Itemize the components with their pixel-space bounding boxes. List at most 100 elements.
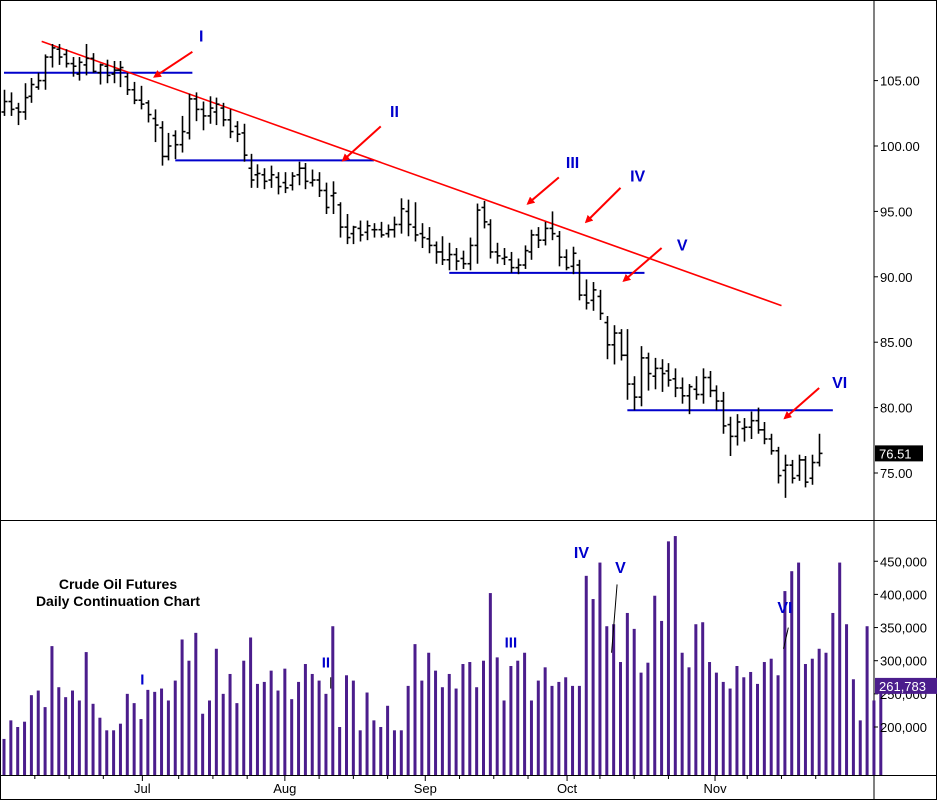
volume-bar: [399, 730, 403, 775]
volume-bar: [77, 700, 81, 775]
volume-bar: [495, 657, 499, 775]
volume-bar: [619, 662, 622, 775]
volume-bar: [447, 673, 451, 775]
price-bar: [104, 59, 111, 84]
price-bar: [755, 407, 762, 434]
price-bar: [391, 216, 398, 238]
volume-bar: [516, 660, 520, 775]
volume-bar: [577, 685, 581, 775]
annotation-label-i: I: [199, 28, 203, 45]
price-bar: [618, 329, 625, 361]
volume-bar: [276, 690, 280, 775]
volume-bar: [269, 670, 273, 775]
price-bar: [111, 60, 118, 84]
price-bar: [152, 109, 159, 143]
volume-bar: [824, 652, 828, 775]
price-bar: [316, 172, 323, 198]
volume-bar: [797, 562, 801, 775]
volume-bar: [406, 685, 410, 775]
volume-tick-label: 300,000: [880, 654, 927, 669]
price-bar: [522, 245, 529, 269]
price-bar: [165, 132, 172, 161]
volume-bar: [255, 683, 259, 775]
x-tick-label: Sep: [414, 781, 437, 796]
price-bar: [309, 169, 316, 187]
volume-bar: [317, 680, 321, 775]
volume-bar: [660, 620, 664, 775]
price-bar: [385, 224, 392, 238]
volume-bar: [790, 571, 794, 775]
volume-bar: [64, 697, 68, 775]
price-bar: [679, 377, 686, 404]
price-bar: [15, 102, 22, 126]
price-bar: [405, 199, 412, 237]
price-bar: [124, 72, 131, 95]
volume-bar: [605, 626, 609, 775]
volume-bar: [23, 721, 27, 775]
price-bar: [768, 433, 775, 455]
axes: 75.00 80.00 85.00 90.00 95.00 100.00 105.00 76.…: [34, 74, 937, 796]
price-bar: [700, 368, 707, 404]
price-bar: [597, 289, 604, 320]
price-bar: [76, 57, 83, 81]
volume-tick-label: 450,000: [880, 554, 927, 569]
price-bar: [207, 96, 214, 124]
price-bar: [433, 241, 440, 264]
price-bar: [638, 346, 645, 407]
price-bar: [42, 54, 49, 90]
price-bar: [234, 121, 241, 143]
volume-bar: [139, 719, 143, 775]
volume-bar: [379, 727, 383, 775]
price-bar: [330, 181, 337, 215]
price-bar: [748, 411, 755, 439]
price-bar: [460, 250, 467, 269]
price-bar: [261, 168, 268, 190]
price-bar: [467, 237, 474, 271]
volume-bar: [482, 660, 485, 775]
price-bar: [344, 214, 351, 245]
price-bar: [70, 57, 77, 77]
volume-bars: [2, 536, 883, 775]
volume-bar: [543, 667, 547, 775]
volume-bar: [427, 652, 431, 775]
price-bar: [172, 130, 179, 160]
chart-title: Crude Oil Futures Daily Continuation Cha…: [36, 576, 200, 609]
volume-bar: [646, 662, 650, 775]
price-bar: [179, 115, 186, 153]
price-bar: [138, 85, 145, 110]
volume-bar: [125, 693, 129, 775]
price-bar: [624, 329, 631, 400]
price-bar: [713, 385, 720, 411]
volume-bar: [454, 688, 458, 775]
price-bar: [481, 200, 488, 229]
price-bar: [583, 279, 590, 310]
volume-bar: [625, 612, 629, 775]
volume-bar: [228, 673, 232, 775]
price-bar: [419, 223, 426, 249]
price-bar: [193, 92, 200, 122]
volume-bar: [598, 562, 602, 775]
trend-line: [41, 40, 782, 307]
volume-bar: [468, 662, 472, 775]
volume-bar: [84, 652, 88, 775]
price-bar: [645, 352, 652, 391]
price-tick-label: 80.00: [880, 401, 913, 416]
price-bar: [22, 83, 29, 120]
volume-bar: [557, 681, 561, 775]
price-bar: [474, 203, 481, 264]
price-bar: [652, 357, 659, 390]
price-bar: [117, 60, 124, 88]
volume-bar: [194, 632, 198, 775]
price-bar: [611, 325, 618, 365]
volume-bar: [509, 666, 513, 775]
price-bar: [8, 92, 15, 116]
volume-bar: [708, 662, 712, 775]
price-bar: [56, 43, 63, 65]
volume-bar: [9, 720, 13, 775]
volume-bar: [851, 679, 855, 775]
volume-bar: [324, 693, 328, 775]
volume-bar: [687, 667, 691, 775]
volume-bar: [865, 626, 869, 775]
volume-label-vi: VI: [777, 600, 792, 617]
